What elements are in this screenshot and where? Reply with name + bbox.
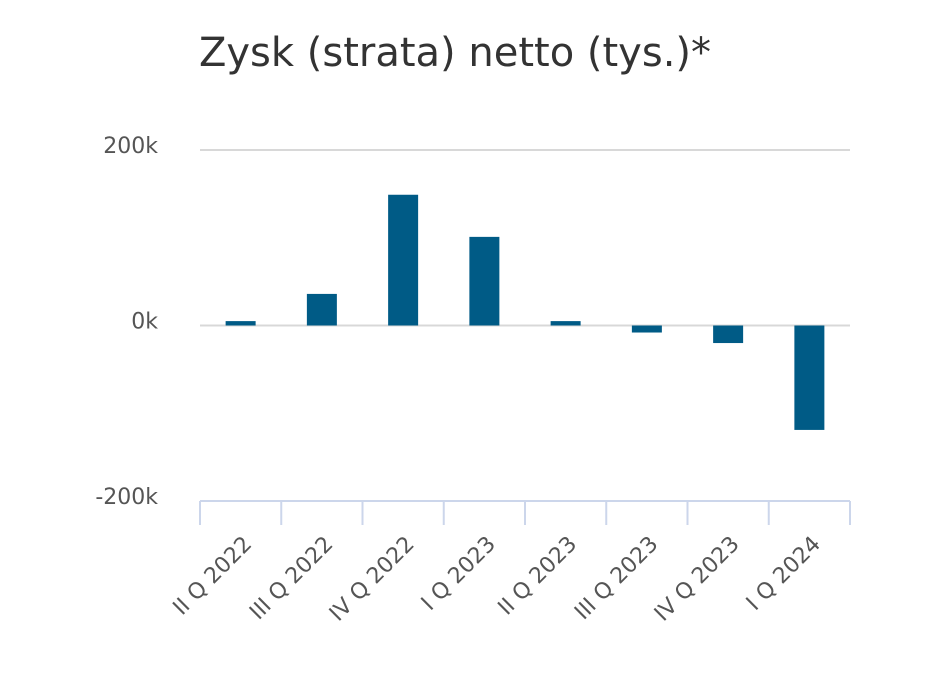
x-tick-label: III Q 2022	[245, 532, 338, 625]
chart-title: Zysk (strata) netto (tys.)*	[199, 30, 711, 76]
bar	[388, 194, 419, 326]
bar	[550, 321, 581, 326]
x-tick-label: II Q 2022	[169, 532, 258, 621]
x-tick-label: I Q 2023	[417, 532, 501, 616]
x-tick-label: III Q 2023	[570, 532, 663, 625]
y-tick-label: 0k	[131, 310, 158, 335]
bar	[794, 325, 825, 430]
y-tick-label: -200k	[95, 485, 158, 510]
y-tick-label: 200k	[103, 134, 158, 159]
x-tick-label: II Q 2023	[494, 532, 583, 621]
bar	[225, 321, 256, 326]
x-tick-label: I Q 2024	[742, 532, 826, 616]
bar	[306, 293, 337, 326]
bar	[713, 325, 744, 344]
x-tick-label: IV Q 2022	[325, 532, 420, 627]
bar	[469, 236, 500, 326]
bar	[631, 325, 662, 333]
x-tick-label: IV Q 2023	[650, 532, 745, 627]
